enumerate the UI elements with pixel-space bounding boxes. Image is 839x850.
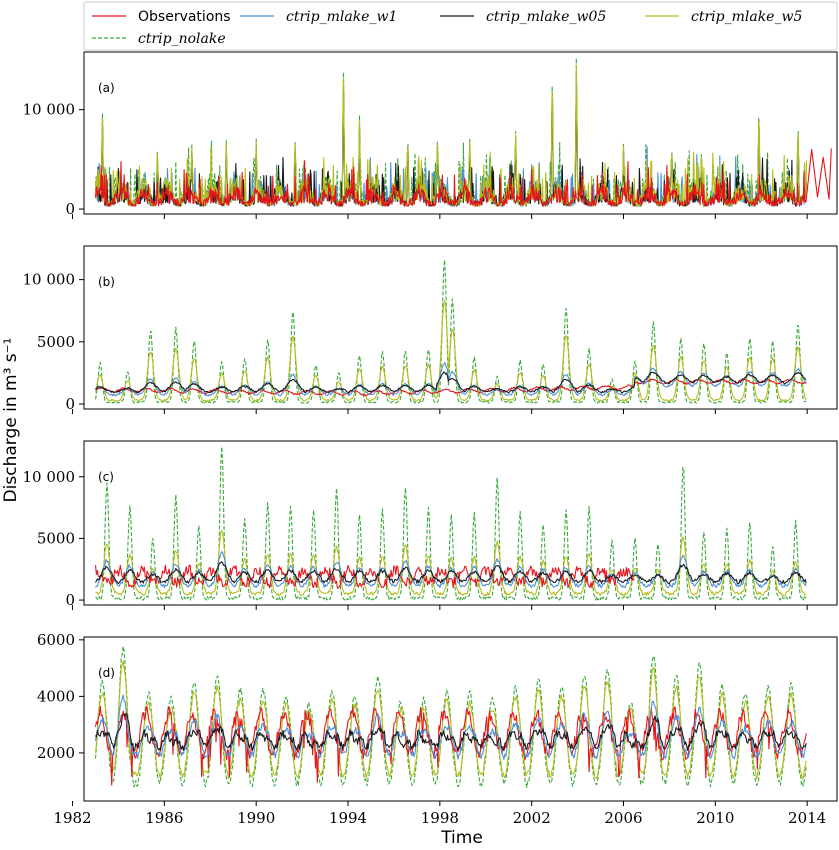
y-tick-label: 0 bbox=[65, 591, 75, 609]
x-tick-label: 2002 bbox=[513, 809, 551, 827]
panel-label: (b) bbox=[98, 275, 115, 289]
panel-c: 0 5000 10 000 (c) bbox=[23, 440, 838, 610]
series-ctrip-nolake bbox=[95, 446, 807, 601]
x-axis-label: Time bbox=[440, 828, 483, 848]
x-tick-label: 1986 bbox=[145, 809, 183, 827]
panel-label: (a) bbox=[98, 81, 115, 95]
series-ctrip-mlake-w1 bbox=[94, 694, 807, 760]
legend: Observations ctrip_mlake_w1 ctrip_mlake_w0… bbox=[83, 1, 838, 51]
y-tick-label: 5000 bbox=[37, 529, 75, 547]
panel-frame bbox=[83, 51, 838, 215]
panel-frame bbox=[83, 440, 838, 606]
x-tick-label: 1998 bbox=[421, 809, 459, 827]
y-tick-label: 10 000 bbox=[23, 271, 76, 289]
legend-entry-1: ctrip_mlake_w1 bbox=[286, 9, 397, 25]
panel-frame bbox=[83, 636, 838, 802]
y-tick-label: 4000 bbox=[37, 687, 75, 705]
legend-frame bbox=[83, 1, 838, 51]
y-tick-label: 0 bbox=[65, 200, 75, 218]
legend-entry-3: ctrip_mlake_w5 bbox=[691, 9, 802, 25]
legend-entry-4: ctrip_nolake bbox=[138, 31, 226, 47]
x-tick-label: 1994 bbox=[329, 809, 367, 827]
y-tick-label: 10 000 bbox=[23, 101, 76, 119]
panel-d: 2000 4000 6000 1982 1986 1990 1994 1998 2002 2006… bbox=[37, 631, 838, 827]
series-ctrip-mlake-w05 bbox=[95, 712, 807, 752]
panel-label: (d) bbox=[98, 666, 115, 680]
series-ctrip-mlake-w05 bbox=[95, 371, 807, 394]
panels: 0 10 000 (a) 0 5000 10 000 (b) 0 5000 10 000 (c) 20… bbox=[23, 51, 838, 827]
x-tick-label: 2006 bbox=[604, 809, 642, 827]
panel-frame bbox=[83, 245, 838, 410]
x-tick-label: 2014 bbox=[788, 809, 826, 827]
y-tick-label: 5000 bbox=[37, 333, 75, 351]
series-observations bbox=[94, 564, 635, 589]
series-ctrip-mlake-w5 bbox=[95, 529, 807, 597]
x-tick-label: 1990 bbox=[237, 809, 275, 827]
series-ctrip-mlake-w05 bbox=[95, 561, 807, 585]
series-observations bbox=[95, 378, 807, 397]
series-ctrip-mlake-w5 bbox=[94, 300, 807, 402]
x-tick-label: 2010 bbox=[696, 809, 734, 827]
panel-label: (c) bbox=[98, 470, 114, 484]
panel-b: 0 5000 10 000 (b) bbox=[23, 245, 838, 414]
series-ctrip-mlake-w1 bbox=[95, 362, 807, 397]
y-tick-label: 6000 bbox=[37, 631, 75, 649]
legend-entry-2: ctrip_mlake_w05 bbox=[486, 9, 606, 25]
y-tick-label: 10 000 bbox=[23, 468, 76, 486]
legend-entry-0: Observations bbox=[138, 9, 231, 25]
series-ctrip-mlake-w5 bbox=[94, 660, 807, 780]
y-tick-label: 2000 bbox=[37, 744, 75, 762]
series-observations bbox=[94, 148, 832, 207]
y-axis-label: Discharge in m³ s⁻¹ bbox=[1, 338, 21, 503]
panel-a: 0 10 000 (a) bbox=[23, 51, 838, 219]
x-tick-label: 1982 bbox=[53, 809, 91, 827]
y-tick-label: 0 bbox=[65, 395, 75, 413]
series-ctrip-nolake bbox=[94, 259, 807, 404]
